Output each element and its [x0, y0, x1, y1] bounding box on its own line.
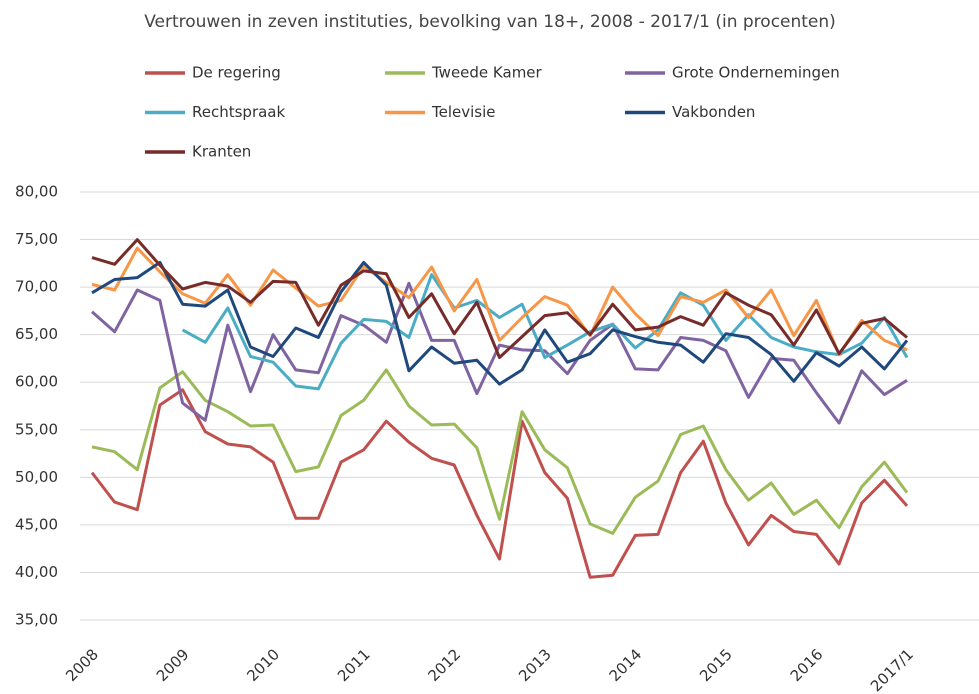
- x-tick-label: 2011: [334, 645, 374, 685]
- x-tick-label: 2017/1: [867, 645, 917, 694]
- y-tick-label: 40,00: [15, 563, 58, 581]
- series-line: [181, 273, 909, 391]
- series-line: [91, 260, 909, 386]
- legend-label: Rechtspraak: [192, 103, 285, 121]
- x-tick-label: 2013: [515, 645, 555, 685]
- series-line: [91, 368, 909, 535]
- legend-label: Grote Ondernemingen: [672, 64, 840, 82]
- legend-label: Kranten: [192, 143, 251, 161]
- y-tick-label: 70,00: [15, 278, 58, 296]
- x-tick-label: 2012: [425, 645, 465, 685]
- y-tick-label: 45,00: [15, 515, 58, 533]
- legend-label: Televisie: [431, 103, 496, 121]
- y-tick-label: 75,00: [15, 230, 58, 248]
- x-tick-label: 2016: [787, 645, 827, 685]
- x-tick-label: 2008: [62, 645, 102, 685]
- legend-label: Tweede Kamer: [431, 64, 543, 82]
- series-line: [91, 281, 908, 425]
- series-line: [91, 246, 908, 357]
- series-line: [91, 238, 908, 359]
- y-tick-label: 35,00: [15, 611, 58, 629]
- y-tick-label: 50,00: [15, 468, 58, 486]
- x-tick-label: 2010: [243, 645, 283, 685]
- legend-label: De regering: [192, 64, 281, 82]
- y-tick-label: 80,00: [15, 183, 58, 201]
- y-tick-label: 55,00: [15, 420, 58, 438]
- y-tick-label: 65,00: [15, 325, 58, 343]
- series-line: [90, 388, 909, 579]
- legend-label: Vakbonden: [672, 103, 755, 121]
- x-tick-label: 2009: [153, 645, 193, 685]
- y-tick-label: 60,00: [15, 373, 58, 391]
- x-tick-label: 2015: [696, 645, 736, 685]
- x-tick-label: 2014: [606, 645, 646, 685]
- chart-title: Vertrouwen in zeven instituties, bevolki…: [144, 12, 836, 32]
